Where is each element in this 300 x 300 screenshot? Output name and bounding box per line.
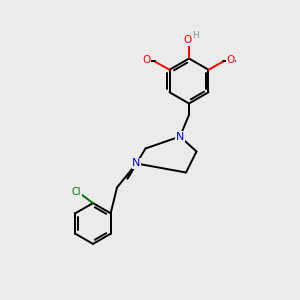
- Text: N: N: [176, 131, 184, 142]
- Text: O: O: [184, 35, 192, 45]
- Text: N: N: [132, 158, 141, 169]
- Text: Cl: Cl: [72, 187, 81, 197]
- Text: O: O: [143, 55, 151, 65]
- Text: O: O: [226, 55, 235, 65]
- Text: H: H: [192, 32, 199, 40]
